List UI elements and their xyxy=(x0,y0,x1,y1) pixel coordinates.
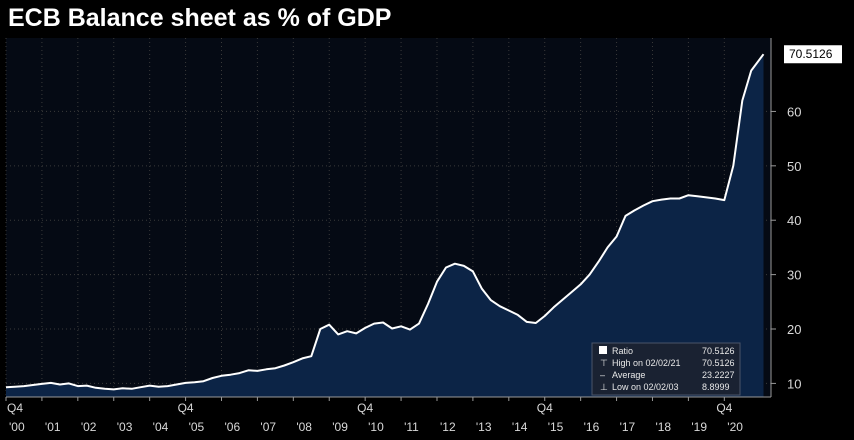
last-value-box xyxy=(784,45,842,64)
x-tick-label: '15 xyxy=(548,420,564,434)
y-axis: 10 20 30 40 50 60 xyxy=(770,38,801,397)
x-quarter-label: Q4 xyxy=(716,401,732,415)
legend-value-average: 23.2227 xyxy=(702,370,735,380)
x-tick-label: '11 xyxy=(404,420,419,434)
x-tick-label: '05 xyxy=(189,420,205,434)
x-tick-label: '00 xyxy=(9,420,25,434)
x-tick-label: '01 xyxy=(45,420,61,434)
x-tick-label: '14 xyxy=(512,420,528,434)
x-tick-label: '20 xyxy=(727,420,743,434)
x-tick-label: '13 xyxy=(476,420,492,434)
x-tick-label: '07 xyxy=(260,420,276,434)
x-tick-label: '16 xyxy=(584,420,600,434)
x-tick-label: '09 xyxy=(332,420,348,434)
series-line-ratio xyxy=(5,53,765,391)
legend-value-ratio: 70.5126 xyxy=(702,346,735,356)
legend-marker-high: ⊤ xyxy=(600,358,608,368)
x-tick-label: '19 xyxy=(691,420,707,434)
x-tick-label: '06 xyxy=(224,420,240,434)
last-value-label: 70.5126 xyxy=(784,45,842,64)
x-tick-label: '18 xyxy=(655,420,671,434)
legend-value-low: 8.8999 xyxy=(702,382,730,392)
x-quarter-label: Q4 xyxy=(357,401,373,415)
y-tick-label: 60 xyxy=(787,104,801,119)
x-tick-label: '08 xyxy=(296,420,312,434)
x-quarter-label: Q4 xyxy=(178,401,194,415)
x-quarter-label: Q4 xyxy=(7,401,23,415)
legend-swatch-ratio xyxy=(599,346,607,354)
legend-background xyxy=(591,342,741,396)
x-quarter-label: Q4 xyxy=(537,401,553,415)
legend-label-average: Average xyxy=(612,370,645,380)
y-tick-label: 40 xyxy=(787,213,801,228)
x-tick-label: '17 xyxy=(620,420,636,434)
x-tick-label: '04 xyxy=(153,420,169,434)
last-value-text: 70.5126 xyxy=(789,47,833,61)
x-tick-label: '10 xyxy=(368,420,384,434)
x-tick-label: '02 xyxy=(81,420,97,434)
x-axis: '00 '01 '02 '03 '04 '05 '06 '07 '08 '09 '10 '11 '12 '… xyxy=(5,396,771,434)
legend-marker-low: ⊥ xyxy=(600,382,608,392)
legend-marker-average: – xyxy=(600,370,605,380)
x-tick-label: '03 xyxy=(117,420,133,434)
legend-label-low: Low on 02/02/03 xyxy=(612,382,679,392)
x-tick-label: '12 xyxy=(440,420,456,434)
legend: Ratio 70.5126 ⊤ High on 02/02/21 70.5126… xyxy=(591,342,741,396)
legend-label-ratio: Ratio xyxy=(612,346,633,356)
y-tick-label: 10 xyxy=(787,376,801,391)
legend-label-high: High on 02/02/21 xyxy=(612,358,681,368)
legend-value-high: 70.5126 xyxy=(702,358,735,368)
y-tick-label: 20 xyxy=(787,322,801,337)
y-tick-label: 30 xyxy=(787,268,801,283)
series-area-ratio xyxy=(6,54,764,397)
chart-title: ECB Balance sheet as % of GDP xyxy=(8,4,392,32)
y-tick-label: 50 xyxy=(787,159,801,174)
